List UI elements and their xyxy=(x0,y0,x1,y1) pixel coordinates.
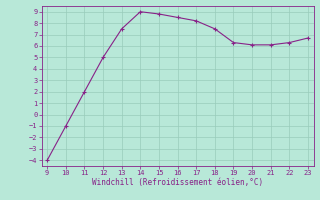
X-axis label: Windchill (Refroidissement éolien,°C): Windchill (Refroidissement éolien,°C) xyxy=(92,178,263,187)
